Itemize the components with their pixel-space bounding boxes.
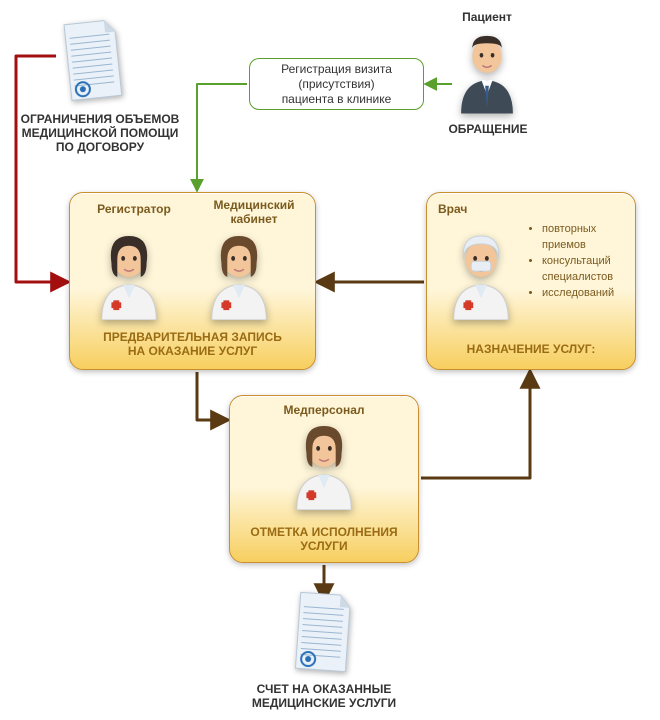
arrow-registrar-to-staff bbox=[197, 372, 227, 420]
caption-contract-limits: ОГРАНИЧЕНИЯ ОБЪЕМОВМЕДИЦИНСКОЙ ПОМОЩИПО … bbox=[12, 112, 188, 154]
node-doctor-footer: НАЗНАЧЕНИЕ УСЛУГ: bbox=[426, 342, 636, 356]
caption-patient-top: Пациент bbox=[444, 10, 530, 24]
node-registrar-title-left: Регистратор bbox=[79, 202, 189, 216]
patient-icon bbox=[450, 28, 524, 114]
arrow-contract-to-registrar bbox=[16, 56, 67, 282]
node-registrar-title-right: Медицинскийкабинет bbox=[199, 198, 309, 226]
node-doctor-bullets: повторных приемовконсультаций специалист… bbox=[528, 222, 628, 302]
registration-bubble: Регистрация визита(присутствия)пациента … bbox=[249, 58, 424, 110]
medical-cabinet-icon bbox=[200, 230, 278, 320]
node-doctor-title: Врач bbox=[438, 202, 518, 216]
doctor-icon bbox=[442, 230, 520, 320]
node-staff-title: Медперсонал bbox=[229, 403, 419, 417]
registrar-icon bbox=[90, 230, 168, 320]
caption-patient-bottom: ОБРАЩЕНИЕ bbox=[438, 122, 538, 136]
node-staff-footer: ОТМЕТКА ИСПОЛНЕНИЯУСЛУГИ bbox=[229, 525, 419, 553]
document-bill-icon bbox=[287, 590, 359, 676]
document-contract-icon bbox=[56, 17, 130, 105]
flowchart-stage: { "canvas":{"width":660,"height":720,"bg… bbox=[0, 0, 660, 720]
caption-bill: СЧЕТ НА ОКАЗАННЫЕМЕДИЦИНСКИЕ УСЛУГИ bbox=[236, 682, 412, 710]
arrow-bubble-to-registrar bbox=[197, 84, 247, 190]
registration-bubble-text: Регистрация визита(присутствия)пациента … bbox=[281, 62, 392, 107]
medstaff-icon bbox=[285, 420, 363, 510]
node-registrar-footer: ПРЕДВАРИТЕЛЬНАЯ ЗАПИСЬНА ОКАЗАНИЕ УСЛУГ bbox=[69, 330, 316, 358]
arrow-staff-to-doctor bbox=[421, 372, 530, 478]
